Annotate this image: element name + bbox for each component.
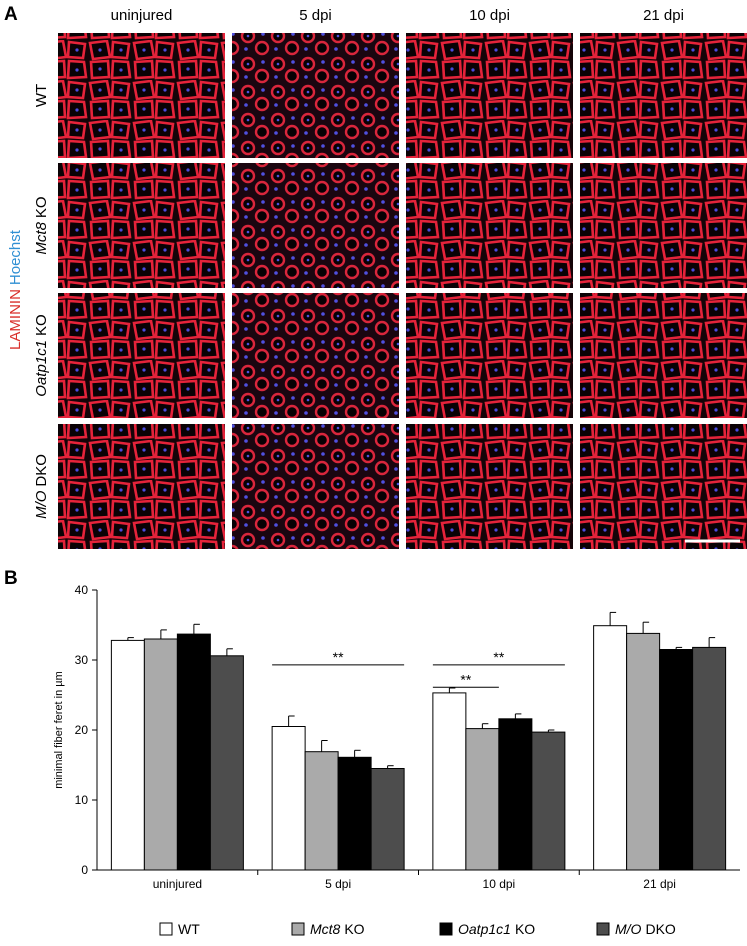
micrograph [232,163,399,288]
x-tick-label: uninjured [153,877,202,891]
row-label-text: KO [33,196,50,218]
micrograph [58,33,225,158]
bar [176,633,211,871]
bar [304,751,339,871]
bar [432,692,467,871]
row-label-text: KO [33,314,50,336]
micrograph [232,293,399,418]
micrograph [580,424,747,549]
legend-swatch [439,922,453,936]
x-tick-label: 10 dpi [483,877,516,891]
row-label-text: DKO [33,454,50,487]
legend-label: Mct8 KO [310,921,365,937]
row-label: Mct8 KO [33,196,50,254]
y-tick-label: 0 [81,863,88,877]
legend-swatch [596,922,610,936]
legend-text: WT [178,921,200,937]
micrograph [580,163,747,288]
legend-text: KO [515,921,535,937]
stain-name: Hoechst [7,229,24,285]
panel-b: B 0 10 20 30 40 minimal fiber feret in µm uninj… [4,568,740,937]
bar [337,756,372,871]
significance-label: ** [493,649,504,665]
bar [271,726,306,871]
y-tick-label: 10 [75,793,89,807]
bar [692,646,727,871]
panel-label: A [4,4,18,25]
micrograph [580,293,747,418]
legend-label: Oatp1c1 KO [458,921,535,937]
row-label-gene: M/O [33,490,50,519]
bar [593,625,628,871]
stain-label: LAMININ Hoechst [7,229,24,350]
bar [370,768,405,871]
legend-gene: Oatp1c1 [458,921,511,937]
bar [209,655,244,871]
column-header: 21 dpi [643,7,684,24]
legend-swatch [291,922,305,936]
micrograph [580,33,747,158]
panel-label: B [4,568,18,589]
micrograph [58,293,225,418]
row-label-gene: Oatp1c1 [33,340,50,397]
stain-name: LAMININ [7,289,24,350]
y-tick-label: 20 [75,723,89,737]
significance-label: ** [333,649,344,665]
micrograph [406,293,573,418]
bar [659,649,694,871]
y-tick-label: 40 [75,583,89,597]
bar [626,632,661,871]
row-label: Oatp1c1 KO [33,314,50,396]
row-label-text: WT [33,84,50,107]
y-tick-label: 30 [75,653,89,667]
bar [465,728,500,871]
micrograph [406,424,573,549]
x-tick-label: 5 dpi [325,877,351,891]
legend-swatch [159,922,173,936]
x-tick-label: 21 dpi [643,877,676,891]
micrograph [406,163,573,288]
legend-text: DKO [645,921,675,937]
row-label-gene: Mct8 [33,221,50,254]
bar [110,639,145,871]
bar [498,718,533,871]
micrograph [406,33,573,158]
micrograph [58,163,225,288]
row-label: WT [33,84,50,107]
legend-gene: Mct8 [310,921,341,937]
legend-gene: M/O [615,921,642,937]
legend-label: M/O DKO [615,921,676,937]
y-axis-label: minimal fiber feret in µm [53,671,65,789]
bar [531,731,566,871]
micrograph [232,424,399,549]
column-header: 10 dpi [469,7,510,24]
legend-text: KO [344,921,364,937]
column-header: 5 dpi [299,7,332,24]
legend-label: WT [178,921,200,937]
micrograph [58,424,225,549]
significance-label: ** [460,671,471,687]
bar [143,638,178,871]
micrograph [232,33,399,158]
row-label: M/O DKO [33,454,50,519]
column-header: uninjured [111,7,173,24]
